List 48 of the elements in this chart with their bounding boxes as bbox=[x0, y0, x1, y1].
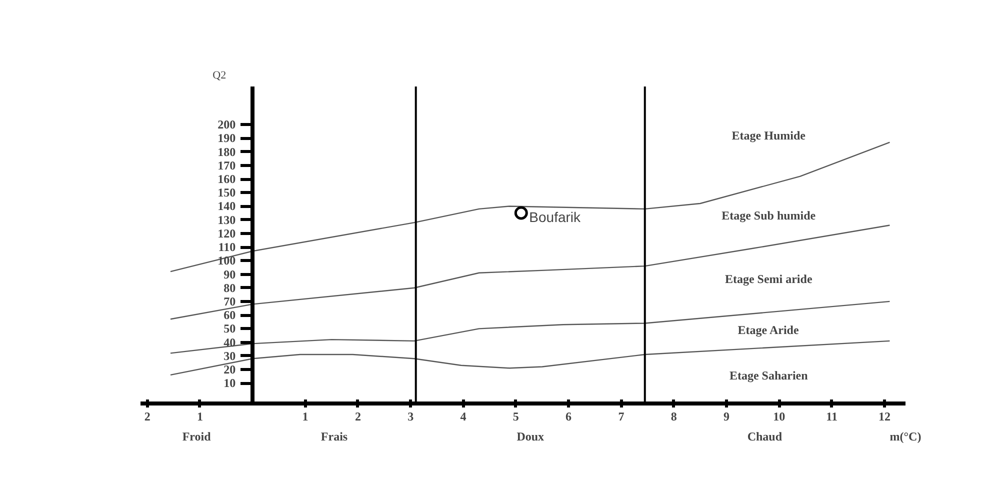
x-tick-label: 2 bbox=[354, 410, 361, 424]
annotation: Etage Sub humide bbox=[722, 208, 816, 222]
y-tick-label: 100 bbox=[218, 254, 236, 268]
series-label: Boufarik bbox=[529, 209, 582, 226]
y-tick-label: 120 bbox=[218, 226, 236, 240]
x-tick-label: 4 bbox=[460, 410, 466, 424]
x-axis-title: m(°C) bbox=[890, 430, 922, 444]
text: Froid bbox=[182, 430, 212, 444]
x-tick-label: 10 bbox=[773, 410, 786, 424]
y-axis-title: Q2 bbox=[212, 70, 226, 82]
annotation: Etage Humide bbox=[732, 128, 806, 143]
y-tick-label: 190 bbox=[218, 131, 236, 146]
annotation: Etage Saharien bbox=[729, 368, 808, 383]
x-tick-label: 3 bbox=[408, 410, 414, 424]
y-tick-label: 90 bbox=[224, 267, 236, 282]
y-tick-label: 30 bbox=[224, 348, 236, 363]
annotation: Etage Semi aride bbox=[724, 272, 813, 286]
y-tick-label: 160 bbox=[218, 172, 236, 186]
line-series bbox=[170, 142, 890, 272]
y-tick-label: 10 bbox=[224, 376, 236, 390]
x-tick-label: 6 bbox=[566, 410, 572, 424]
x-tick-label: 1 bbox=[196, 410, 203, 424]
y-tick-label: 180 bbox=[218, 144, 236, 159]
x-tick-label: 9 bbox=[723, 410, 730, 424]
x-tick-label: 12 bbox=[878, 410, 890, 424]
y-tick-label: 150 bbox=[218, 186, 236, 200]
text: Doux bbox=[516, 430, 544, 444]
x-tick-label: 1 bbox=[302, 410, 308, 424]
y-tick-label: 40 bbox=[224, 335, 236, 350]
x-tick-label: 11 bbox=[826, 410, 838, 424]
y-tick-label: 50 bbox=[224, 322, 236, 336]
y-tick-label: 200 bbox=[218, 118, 236, 132]
x-tick-label: 5 bbox=[512, 410, 519, 424]
y-tick-label: 80 bbox=[224, 280, 236, 295]
x-tick-label: 7 bbox=[618, 410, 624, 424]
y-tick-label: 20 bbox=[224, 362, 236, 376]
x-tick-label: 2 bbox=[144, 410, 150, 424]
y-tick-label: 130 bbox=[218, 212, 236, 227]
line-series bbox=[170, 224, 890, 320]
text: Frais bbox=[320, 430, 348, 444]
text: Chaud bbox=[747, 430, 782, 444]
annotation: Etage Aride bbox=[738, 322, 800, 337]
y-tick-label: 170 bbox=[218, 158, 236, 172]
x-tick-label: 8 bbox=[670, 410, 677, 424]
y-tick-label: 110 bbox=[218, 240, 236, 254]
y-tick-label: 70 bbox=[224, 294, 236, 308]
y-tick-label: 140 bbox=[218, 199, 236, 214]
y-tick-label: 60 bbox=[224, 308, 236, 322]
